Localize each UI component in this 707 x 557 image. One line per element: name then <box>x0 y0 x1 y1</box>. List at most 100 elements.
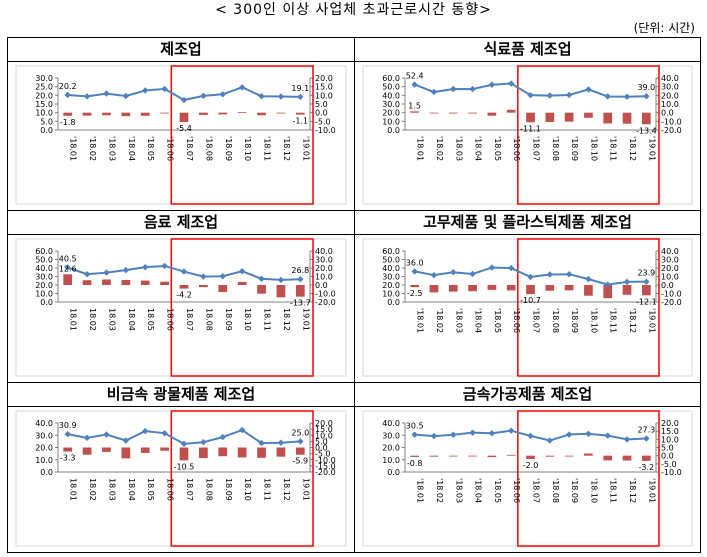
bar <box>584 453 593 456</box>
category-label: '18.09 <box>570 136 579 161</box>
data-label: -3.3 <box>60 454 76 463</box>
bar <box>506 109 516 113</box>
right-tick-label: 0.0 <box>661 452 674 461</box>
left-tick-label: 60.0 <box>382 74 400 83</box>
line-point <box>411 431 418 438</box>
line-point <box>546 271 554 278</box>
data-label: -2.0 <box>523 461 539 470</box>
line-point <box>83 434 91 442</box>
right-tick-label: -15.0 <box>315 462 336 471</box>
left-tick-label: 20.0 <box>382 281 400 290</box>
left-tick-label: 30.0 <box>35 74 53 83</box>
right-tick-label: 10.0 <box>661 435 679 444</box>
chart-title: 식료품 제조업 <box>355 38 700 62</box>
bar <box>82 112 92 116</box>
bar <box>199 447 208 459</box>
category-label: '18.11 <box>609 478 618 503</box>
category-label: 18.05 <box>146 478 155 501</box>
bar <box>121 447 131 459</box>
bar <box>82 280 92 285</box>
bar <box>487 285 497 290</box>
right-tick-label: 30.0 <box>661 256 679 265</box>
category-label: '18.08 <box>551 136 560 161</box>
line-point <box>297 276 304 283</box>
data-label: -1.1 <box>293 117 309 126</box>
bar <box>410 285 419 288</box>
left-tick-label: 0.0 <box>40 126 53 135</box>
category-label: 18.02 <box>88 478 97 501</box>
line-point <box>507 264 515 272</box>
right-tick-label: 10.0 <box>315 431 333 440</box>
category-label: 18.09 <box>224 478 233 501</box>
category-label: 18.08 <box>204 308 213 331</box>
bar <box>448 112 458 114</box>
category-label: 18.01 <box>69 478 78 501</box>
category-label: 18.04 <box>127 478 136 501</box>
bar <box>642 112 651 125</box>
line-point <box>565 431 573 438</box>
bar <box>63 274 73 285</box>
bar <box>545 455 555 457</box>
data-label: 25.0 <box>291 428 309 437</box>
grid-divider-row-1 <box>8 210 700 211</box>
bar <box>429 112 439 114</box>
line-point <box>546 437 554 444</box>
category-label: '18.03 <box>454 478 463 503</box>
line-point <box>277 93 285 100</box>
bar <box>121 112 131 117</box>
right-tick-label: -5.0 <box>661 460 677 469</box>
category-label: 18.11 <box>263 478 272 501</box>
line-point <box>604 432 611 439</box>
bar <box>295 285 305 297</box>
left-tick-label: 5.0 <box>40 117 53 126</box>
bar <box>199 285 208 288</box>
bar <box>102 112 111 116</box>
category-label: '18.01 <box>416 308 425 333</box>
category-label: '18.08 <box>551 308 560 333</box>
line-point <box>527 91 534 99</box>
data-label: -5.9 <box>293 457 309 466</box>
line-point <box>411 268 418 275</box>
category-label: '18.08 <box>204 136 213 161</box>
category-label: 18.05 <box>146 308 155 331</box>
category-label: 19.01 <box>301 308 310 331</box>
line-point <box>277 439 285 446</box>
bar <box>545 285 555 291</box>
bar <box>257 112 266 116</box>
data-label: 19.1 <box>291 84 309 93</box>
left-tick-label: 0.0 <box>387 298 400 307</box>
left-tick-label: 20.0 <box>35 444 53 453</box>
category-label: '18.01 <box>416 136 425 161</box>
chart-svg: 30.025.020.015.010.05.00.020.015.010.05.… <box>15 65 347 205</box>
category-label: '18.06 <box>512 136 521 161</box>
line-point <box>527 273 534 281</box>
chart-svg: 60.050.040.030.020.010.00.040.030.020.01… <box>362 65 693 205</box>
bar <box>584 285 593 296</box>
category-label: '18.04 <box>474 308 483 333</box>
category-label: 18.10 <box>243 478 252 501</box>
category-label: 18.12 <box>282 478 291 501</box>
line-point <box>585 86 592 93</box>
right-tick-label: -10.0 <box>315 290 336 299</box>
bar <box>526 285 535 295</box>
line-point <box>469 85 476 93</box>
line-point <box>546 92 554 99</box>
category-label: '19.01 <box>301 136 310 161</box>
data-label: -11.1 <box>520 124 541 133</box>
left-tick-label: 30.0 <box>382 273 400 282</box>
line-point <box>122 266 130 274</box>
data-label: 27.3 <box>637 426 655 435</box>
data-label: -13.7 <box>290 299 311 308</box>
unit-label: (단위: 시간) <box>633 21 695 35</box>
category-label: '18.03 <box>107 136 116 161</box>
line-point <box>103 431 110 438</box>
category-label: 18.10 <box>243 308 252 331</box>
right-tick-label: 30.0 <box>661 83 679 92</box>
line-point <box>122 437 130 444</box>
data-label: -5.4 <box>176 124 192 133</box>
left-tick-label: 50.0 <box>35 256 53 265</box>
right-tick-label: 0.0 <box>315 109 328 118</box>
bar <box>179 285 189 289</box>
right-tick-label: 15.0 <box>661 427 679 436</box>
category-label: '18.04 <box>474 136 483 161</box>
